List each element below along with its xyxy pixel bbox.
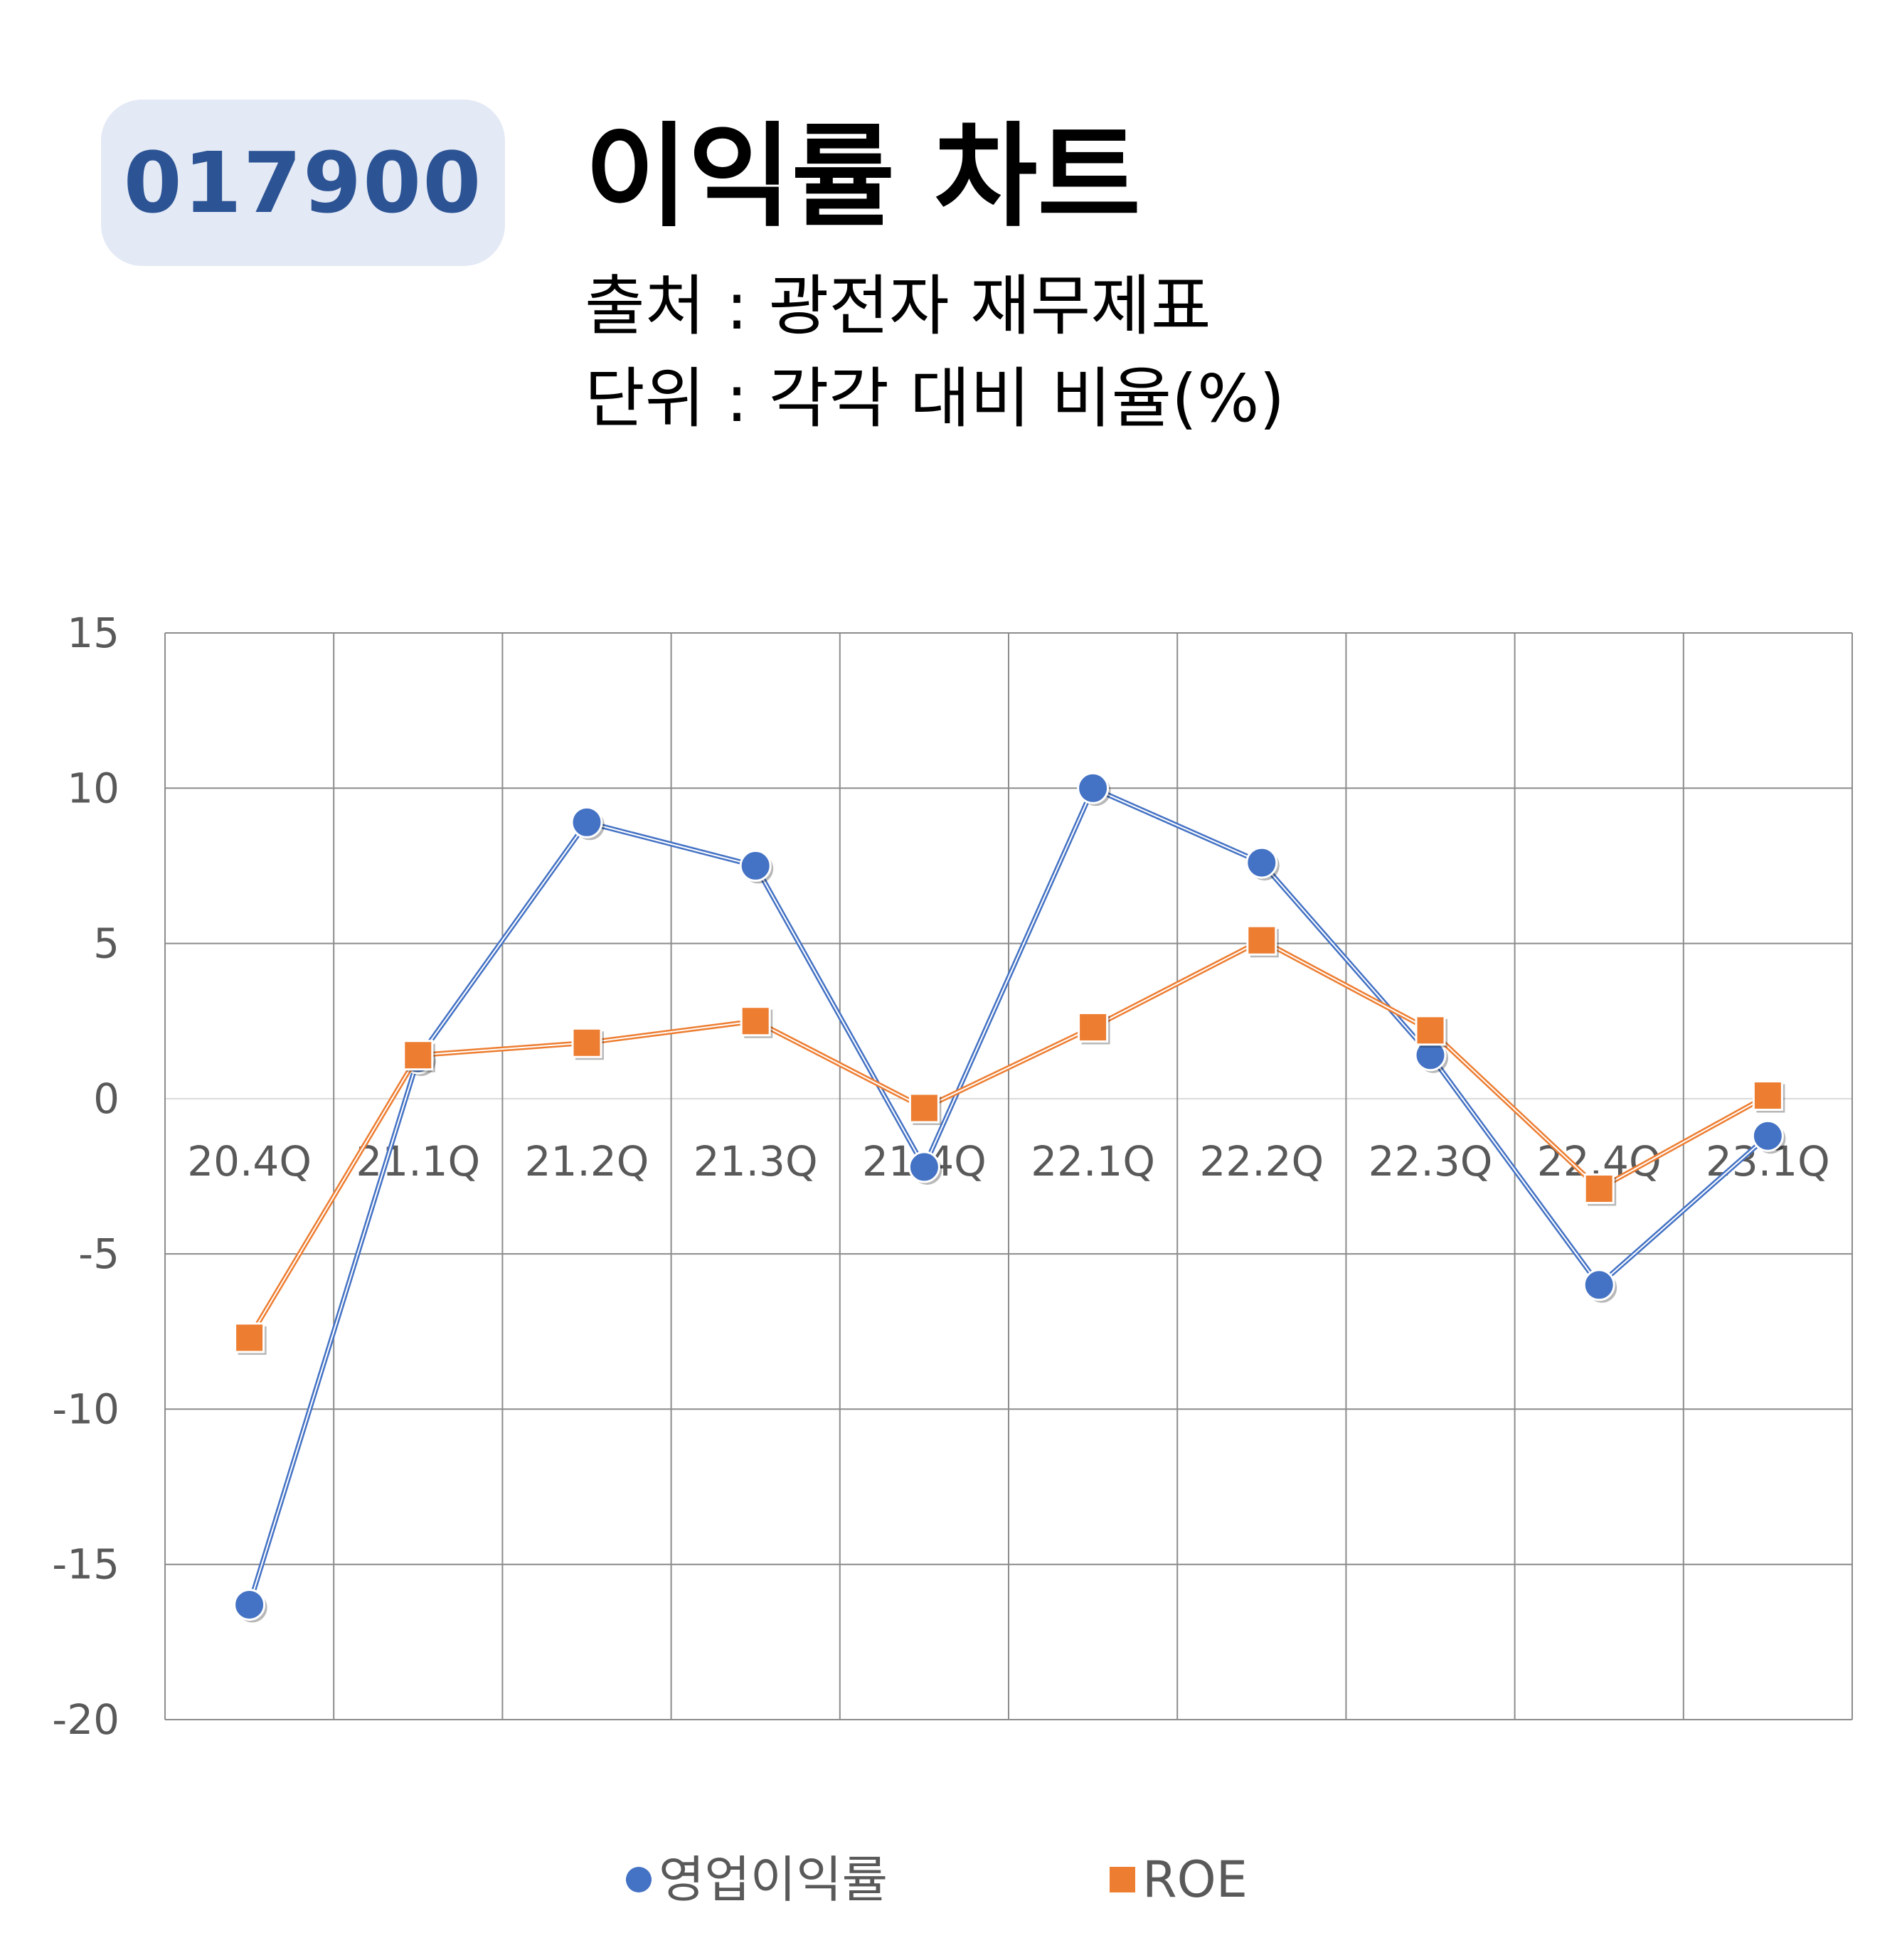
series-layer (233, 772, 1786, 1623)
data-point (1583, 1173, 1615, 1204)
data-point (1246, 925, 1277, 956)
y-tick-label: -15 (52, 1540, 119, 1589)
data-point (740, 1006, 771, 1037)
data-point (1751, 1119, 1784, 1152)
x-tick-label: 21.3Q (694, 1137, 818, 1186)
data-point (234, 1322, 265, 1353)
chart-title: 이익률 차트 (585, 112, 1141, 243)
x-tick-label: 22.3Q (1369, 1137, 1493, 1186)
x-tick-label: 22.2Q (1199, 1137, 1324, 1186)
source-note: 출처 : 광전자 재무제표 (585, 268, 1211, 344)
ticker-badge: 017900 (101, 100, 505, 266)
data-point (1415, 1015, 1446, 1046)
series-1 (234, 925, 1785, 1356)
y-tick-label: -10 (52, 1385, 119, 1433)
unit-note: 단위 : 각각 대비 비율(%) (585, 361, 1285, 437)
data-point (1583, 1269, 1615, 1301)
data-point (908, 1092, 940, 1124)
x-tick-label: 22.1Q (1031, 1137, 1155, 1186)
data-point (908, 1151, 940, 1183)
x-tick-label: 20.4Q (187, 1137, 312, 1186)
data-point (739, 849, 772, 882)
data-point (233, 1588, 266, 1621)
y-axis-ticks: 15 10 5 0 -5 -10 -15 -20 (52, 609, 119, 1744)
data-point (570, 806, 603, 838)
chart-grid (164, 632, 1853, 1720)
ticker-code: 017900 (123, 134, 483, 232)
data-point (403, 1040, 434, 1071)
x-axis-ticks: 20.4Q21.1Q21.2Q21.3Q21.4Q22.1Q22.2Q22.3Q… (187, 1137, 1830, 1186)
data-point (1752, 1080, 1783, 1111)
data-point (571, 1027, 602, 1058)
x-tick-label: 21.1Q (356, 1137, 480, 1186)
legend-item-1: ROE (1110, 1850, 1248, 1909)
y-tick-label: 5 (93, 920, 119, 968)
series-line-core (248, 939, 1768, 1338)
series-line-core (248, 787, 1769, 1605)
series-0 (233, 772, 1786, 1623)
y-tick-label: -20 (52, 1695, 119, 1744)
legend-label: ROE (1142, 1850, 1248, 1909)
y-tick-label: 0 (93, 1075, 119, 1123)
data-point (1078, 1011, 1109, 1043)
y-tick-label: 10 (67, 764, 119, 812)
y-tick-label: -5 (78, 1230, 119, 1278)
chart-legend: 영업이익률 ROE (626, 1850, 1248, 1909)
y-tick-label: 15 (67, 609, 119, 657)
legend-marker (1110, 1867, 1135, 1892)
data-point (1245, 846, 1278, 879)
data-point (1077, 772, 1110, 804)
legend-item-0: 영업이익률 (626, 1850, 888, 1909)
legend-label: 영업이익률 (659, 1850, 888, 1909)
x-tick-label: 21.2Q (525, 1137, 649, 1186)
legend-marker (626, 1867, 652, 1892)
